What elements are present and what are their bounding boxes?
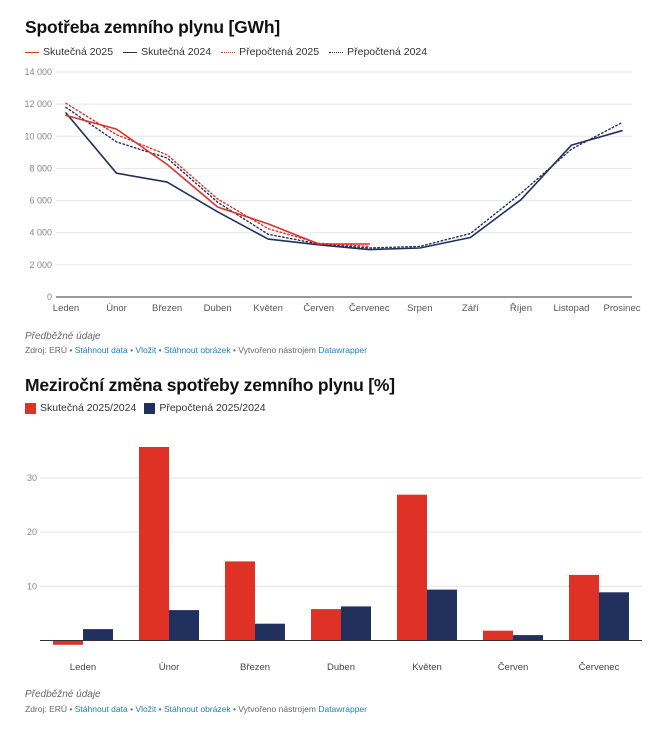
separator: •	[130, 704, 134, 714]
bar	[169, 610, 199, 641]
chart1-legend: Skutečná 2025 Skutečná 2024 Přepočtená 2…	[25, 46, 427, 58]
y-tick-label: 6 000	[29, 196, 52, 206]
x-tick-label: Březen	[152, 303, 182, 314]
bar	[569, 574, 599, 641]
created-with-text: • Vytvořeno nástrojem	[232, 345, 316, 355]
legend-label: Skutečná 2025/2024	[40, 402, 137, 414]
x-tick-label: Květen	[412, 662, 442, 673]
embed-link[interactable]: Vložit	[135, 704, 157, 714]
source-prefix: Zdroj: ERÚ •	[25, 704, 73, 714]
x-tick-label: Září	[462, 303, 479, 314]
legend-swatch	[221, 51, 236, 53]
legend-item: Přepočtená 2025	[221, 46, 319, 58]
x-tick-label: Červen	[303, 303, 334, 314]
legend-swatch	[144, 402, 156, 414]
chart1-source: Zdroj: ERÚ • Stáhnout data • Vložit • St…	[25, 345, 367, 355]
legend-item: Skutečná 2025	[25, 46, 113, 58]
chart1-note: Předběžné údaje	[25, 331, 101, 342]
download-image-link[interactable]: Stáhnout obrázek	[163, 345, 231, 355]
y-tick-label: 14 000	[24, 67, 52, 77]
download-data-link[interactable]: Stáhnout data	[74, 704, 128, 714]
y-tick-label: 0	[47, 292, 52, 302]
line-chart-plot: 0 2 000 4 000 6 000 8 000 10 000 12 000 14 000 L…	[24, 67, 641, 314]
legend-swatch	[25, 51, 39, 53]
series-line	[65, 112, 623, 251]
legend-label: Přepočtená 2024	[347, 46, 428, 58]
x-tick-label: Duben	[327, 662, 355, 673]
y-tick-label: 30	[27, 473, 37, 483]
bar	[83, 629, 113, 641]
separator: •	[130, 345, 134, 355]
legend-item: Skutečná 2025/2024	[25, 402, 136, 414]
bar	[483, 630, 513, 641]
bar	[225, 561, 255, 641]
x-tick-label: Duben	[204, 303, 232, 314]
bar-chart-block: Meziroční změna spotřeby zemního plynu […	[0, 365, 667, 734]
chart2-note: Předběžné údaje	[25, 689, 101, 700]
bar	[341, 606, 371, 641]
x-tick-label: Leden	[53, 303, 79, 314]
bar	[599, 592, 629, 641]
x-tick-label: Únor	[159, 662, 180, 673]
series-line	[65, 102, 370, 248]
bar	[139, 447, 169, 641]
download-image-link[interactable]: Stáhnout obrázek	[163, 704, 231, 714]
datawrapper-link[interactable]: Datawrapper	[318, 345, 367, 355]
legend-swatch	[25, 402, 36, 414]
x-tick-label: Červenec	[349, 303, 390, 314]
x-tick-label: Srpen	[407, 303, 432, 314]
chart2-source: Zdroj: ERÚ • Stáhnout data • Vložit • St…	[25, 704, 367, 714]
separator: •	[158, 704, 162, 714]
x-tick-label: Listopad	[553, 303, 589, 314]
chart1-title: Spotřeba zemního plynu [GWh]	[25, 17, 280, 37]
legend-swatch	[329, 51, 344, 53]
x-tick-label: Říjen	[510, 303, 532, 314]
legend-swatch	[123, 51, 138, 53]
y-tick-label: 4 000	[29, 228, 52, 238]
series-line	[65, 106, 623, 249]
legend-item: Přepočtená 2024	[329, 46, 427, 58]
legend-label: Skutečná 2024	[141, 46, 212, 58]
bar	[53, 640, 83, 645]
source-prefix: Zdroj: ERÚ •	[25, 345, 73, 355]
legend-label: Přepočtená 2025/2024	[159, 402, 266, 414]
chart2-title: Meziroční změna spotřeby zemního plynu […	[25, 375, 395, 395]
y-tick-label: 10 000	[24, 131, 52, 141]
separator: •	[158, 345, 162, 355]
x-tick-label: Květen	[253, 303, 283, 314]
y-tick-label: 20	[27, 527, 37, 537]
bar	[427, 589, 457, 641]
download-data-link[interactable]: Stáhnout data	[74, 345, 128, 355]
embed-link[interactable]: Vložit	[135, 345, 157, 355]
bar	[397, 494, 427, 641]
legend-item: Přepočtená 2025/2024	[144, 402, 266, 414]
bar	[255, 623, 285, 641]
line-chart-block: Spotřeba zemního plynu [GWh] Skutečná 20…	[0, 0, 667, 365]
y-tick-label: 12 000	[24, 99, 52, 109]
legend-label: Přepočtená 2025	[239, 46, 320, 58]
bar	[311, 609, 341, 641]
legend-item: Skutečná 2024	[123, 46, 211, 58]
created-with-text: • Vytvořeno nástrojem	[232, 704, 316, 714]
bar	[513, 635, 543, 641]
series-line	[65, 114, 371, 245]
datawrapper-link[interactable]: Datawrapper	[318, 704, 367, 714]
x-tick-label: Únor	[106, 303, 127, 314]
x-tick-label: Červen	[498, 662, 529, 673]
x-tick-label: Prosinec	[604, 303, 641, 314]
chart2-legend: Skutečná 2025/2024 Přepočtená 2025/2024	[25, 402, 266, 414]
legend-label: Skutečná 2025	[43, 46, 114, 58]
x-tick-label: Leden	[70, 662, 96, 673]
y-tick-label: 10	[27, 581, 37, 591]
bar-chart-plot: 10 20 30 Leden Únor Březen Duben Květen Červen Če…	[27, 447, 642, 673]
y-tick-label: 2 000	[29, 260, 52, 270]
x-tick-label: Březen	[240, 662, 270, 673]
y-tick-label: 8 000	[29, 163, 52, 173]
x-tick-label: Červenec	[579, 662, 620, 673]
